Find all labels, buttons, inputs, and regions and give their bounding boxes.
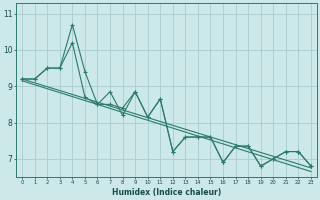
X-axis label: Humidex (Indice chaleur): Humidex (Indice chaleur) [112,188,221,197]
